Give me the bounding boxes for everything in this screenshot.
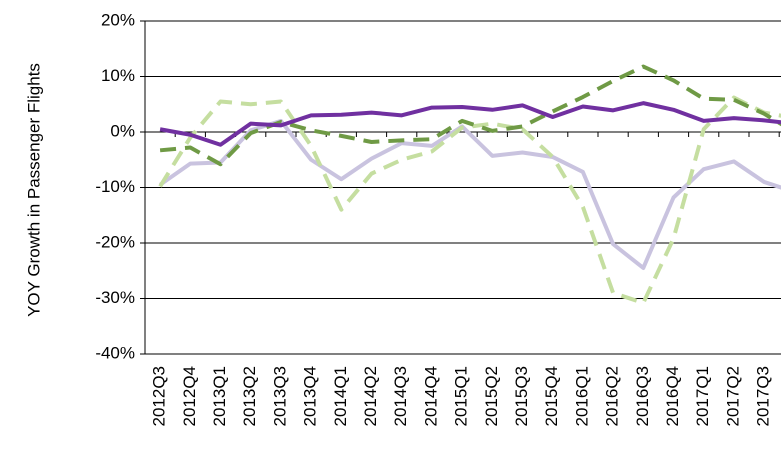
x-tick-label: 2017Q3 bbox=[754, 366, 773, 427]
y-tick-label: 20% bbox=[101, 10, 135, 29]
series-line bbox=[159, 64, 781, 167]
x-tick-label: 2014Q2 bbox=[361, 366, 380, 427]
y-tick-label: 10% bbox=[101, 66, 135, 85]
series-line bbox=[159, 101, 781, 147]
x-tick-label: 2013Q1 bbox=[210, 366, 229, 427]
x-tick-label: 2017Q2 bbox=[723, 366, 742, 427]
x-tick-label: 2014Q4 bbox=[421, 366, 440, 427]
x-tick-label: 2014Q3 bbox=[391, 366, 410, 427]
x-tick-label: 2015Q2 bbox=[482, 366, 501, 427]
y-tick-label: -30% bbox=[95, 288, 135, 307]
y-tick-label: -40% bbox=[95, 343, 135, 362]
y-tick-label: -10% bbox=[95, 177, 135, 196]
x-tick-label: 2016Q2 bbox=[603, 366, 622, 427]
x-tick-label: 2015Q4 bbox=[542, 366, 561, 427]
x-tick-label: 2013Q2 bbox=[240, 366, 259, 427]
x-tick-label: 2016Q1 bbox=[572, 366, 591, 427]
x-tick-label: 2014Q1 bbox=[331, 366, 350, 427]
x-tick-label: 2017Q1 bbox=[693, 366, 712, 427]
x-tick-label: 2015Q3 bbox=[512, 366, 531, 427]
x-tick-label: 2015Q1 bbox=[452, 366, 471, 427]
x-tick-label: 2012Q3 bbox=[150, 366, 169, 427]
y-axis-title: YOY Growth in Passenger Flights bbox=[24, 63, 43, 317]
x-tick-label: 2016Q4 bbox=[663, 366, 682, 427]
x-tick-label: 2012Q4 bbox=[180, 366, 199, 427]
y-tick-label: -20% bbox=[95, 232, 135, 251]
x-tick-label: 2013Q3 bbox=[270, 366, 289, 427]
series-line bbox=[158, 118, 781, 270]
x-tick-label: 2013Q4 bbox=[301, 366, 320, 427]
y-tick-label: 0% bbox=[110, 121, 135, 140]
series-line bbox=[158, 95, 781, 305]
x-tick-label: 2016Q3 bbox=[633, 366, 652, 427]
